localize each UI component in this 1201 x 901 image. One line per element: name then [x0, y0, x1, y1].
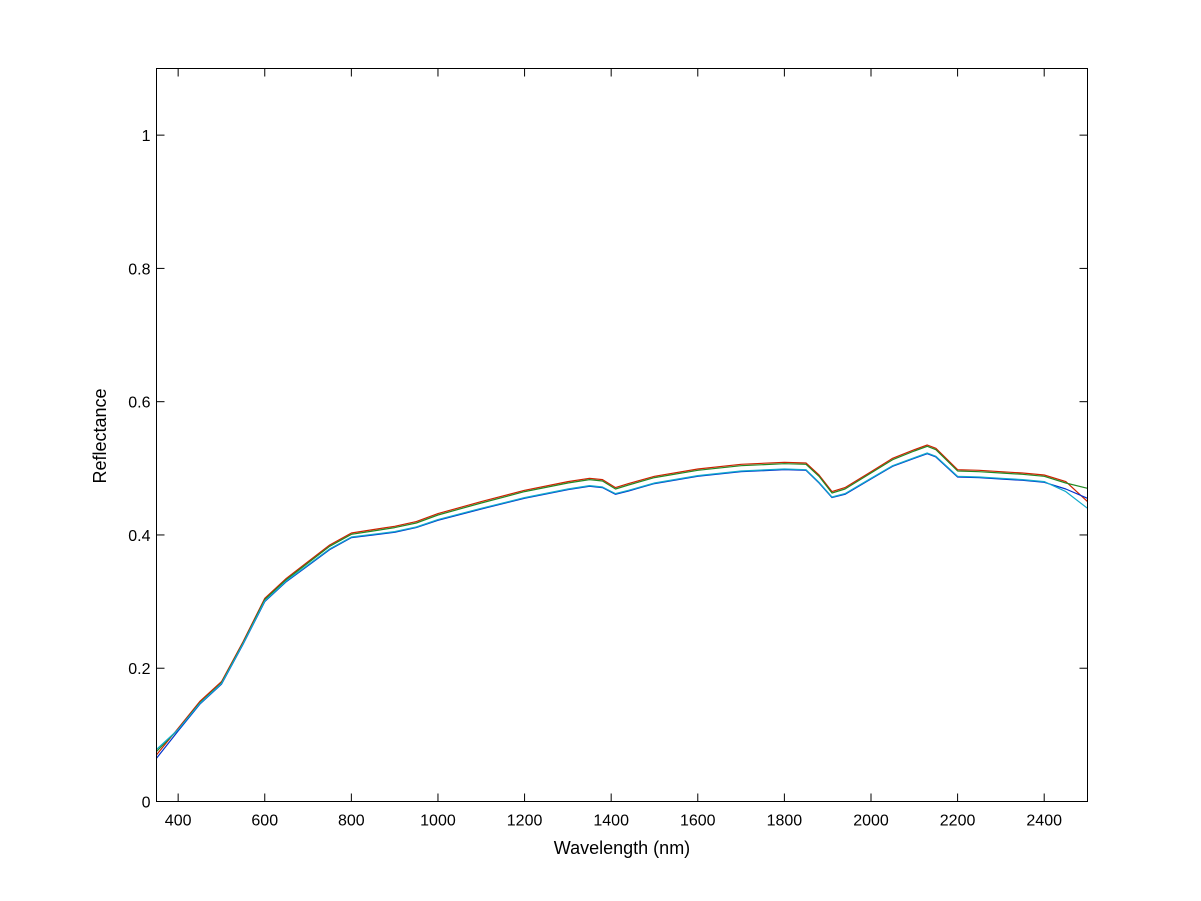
y-axis-label: Reflectance	[90, 388, 110, 483]
x-tick-label: 2200	[940, 813, 976, 830]
x-tick-label: 2000	[853, 813, 889, 830]
x-tick-label: 400	[165, 813, 192, 830]
x-tick-label: 2400	[1026, 813, 1062, 830]
y-tick-label: 0.4	[128, 528, 150, 545]
y-tick-label: 0.8	[128, 261, 150, 278]
y-axis: 0 0.2 0.4 0.6 0.8 1	[128, 128, 1088, 812]
x-tick-label: 1600	[680, 813, 716, 830]
y-tick-label: 0	[142, 795, 151, 812]
x-tick-label: 1400	[593, 813, 629, 830]
x-tick-label: 1800	[767, 813, 803, 830]
y-tick-label: 0.2	[128, 661, 150, 678]
x-tick-label: 600	[251, 813, 278, 830]
y-tick-label: 1	[142, 128, 151, 145]
x-tick-label: 800	[338, 813, 365, 830]
x-axis: 400 600 800 1000 1200 1400 1600 1800 2000 2200 240…	[165, 68, 1062, 830]
series-line-1	[156, 444, 1088, 756]
y-tick-label: 0.6	[128, 395, 150, 412]
plot-lines	[156, 444, 1088, 759]
plot-frame	[156, 68, 1088, 802]
x-tick-label: 1000	[420, 813, 456, 830]
x-tick-label: 1200	[507, 813, 543, 830]
series-line-3	[156, 453, 1088, 759]
series-line-2	[156, 445, 1088, 752]
series-line-4	[156, 452, 1088, 750]
x-axis-label: Wavelength (nm)	[554, 838, 690, 858]
